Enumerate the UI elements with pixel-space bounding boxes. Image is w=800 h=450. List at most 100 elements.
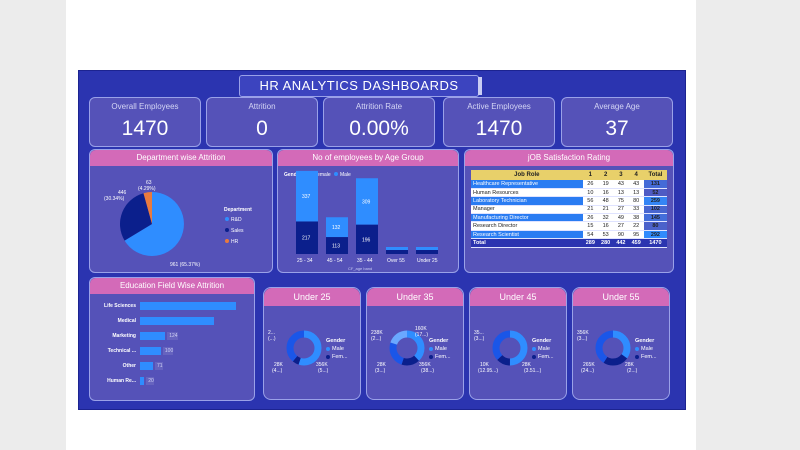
kpi-attrition[interactable]: Attrition 0: [206, 97, 318, 147]
donut-label: (...): [268, 336, 276, 342]
table-row[interactable]: Human Resources 10 16 13 13 52: [471, 188, 667, 198]
male-dot-icon: [532, 346, 536, 351]
education-bar: [140, 317, 214, 325]
table-row[interactable]: Laboratory Technician 56 48 75 80 259: [471, 196, 667, 206]
age-donut-card[interactable]: Under 55 356K (3...) 265K (24...) 28K (2...) Ge…: [572, 287, 670, 400]
table-header-cell[interactable]: 2: [597, 170, 614, 180]
card-title: Under 45: [470, 288, 566, 306]
rating-cell: 15: [582, 221, 598, 231]
bar-label-male-1: 132: [332, 225, 341, 231]
bar-label-male-0: 337: [302, 194, 311, 200]
table-row[interactable]: Research Director 15 16 27 22 80: [471, 221, 667, 231]
age-x-axis-label: CF_age band: [348, 266, 372, 271]
male-dot-icon: [326, 346, 330, 351]
education-value: 124: [167, 332, 178, 340]
bar-label-female-1: 113: [332, 244, 340, 250]
x-tick-label: 35 - 44: [357, 258, 373, 264]
male-dot-icon: [429, 346, 433, 351]
donut-label: (5...): [318, 368, 329, 374]
table-header-cell[interactable]: 1: [582, 170, 598, 180]
bar-male-2: [356, 178, 378, 225]
donut-legend: Gender Male Fem...: [429, 338, 451, 362]
legend-label: Male: [332, 346, 344, 352]
donut-label: (2...): [371, 336, 382, 342]
card-title: No of employees by Age Group: [278, 150, 458, 166]
kpi-label: Overall Employees: [111, 102, 179, 111]
age-group-bar-chart: Gender Female Male 217 337 25 - 34 113 132 45…: [284, 170, 438, 271]
pie-label-hr-count: 63: [146, 180, 152, 186]
donut-label: (24...): [581, 368, 595, 374]
education-label: Other: [122, 363, 136, 369]
donut-label: (12.95...): [478, 368, 499, 374]
education-bar: [140, 362, 153, 370]
age-group-card[interactable]: No of employees by Age Group Gender Fema…: [277, 149, 459, 273]
education-value: 100: [162, 347, 174, 355]
age-donut-chart: [492, 330, 528, 366]
table-header-cell[interactable]: 4: [628, 170, 644, 180]
x-tick-label: 25 - 34: [297, 258, 313, 264]
donut-label: (3.51...): [524, 368, 542, 374]
legend-label: Fem...: [538, 354, 554, 360]
card-title: Education Field Wise Attrition: [90, 278, 254, 294]
table-row[interactable]: Research Scientist 54 53 90 95 292: [471, 230, 667, 240]
donut-label: (4...): [272, 368, 283, 374]
donut-segment-2: [595, 330, 631, 366]
table-row[interactable]: Manager 21 21 27 33 102: [471, 205, 667, 215]
education-label: Technical ...: [107, 348, 136, 354]
rating-cell: 21: [597, 205, 614, 215]
table-row[interactable]: Healthcare Representative 26 19 43 43 131: [471, 180, 667, 189]
table-header-cell[interactable]: Job Role: [471, 170, 583, 180]
rating-cell: 102: [643, 205, 667, 215]
kpi-label: Attrition: [248, 102, 276, 111]
x-tick-label: Over 55: [387, 258, 405, 264]
legend-item-male: Male: [429, 346, 451, 352]
rating-cell: 27: [613, 205, 629, 215]
legend-label: Male: [641, 346, 653, 352]
dashboard-title-text: HR ANALYTICS DASHBOARDS: [259, 78, 459, 93]
education-field-card[interactable]: Education Field Wise Attrition Life Scie…: [89, 277, 255, 401]
bar-female-4: [416, 250, 438, 254]
legend-item-female: Fem...: [326, 354, 348, 360]
pie-label-sales-count: 446: [118, 190, 127, 196]
donut-legend: Gender Male Fem...: [326, 338, 348, 362]
age-donut-card[interactable]: Under 35 238K (2...) 28K (3...) 356K (38...) 16…: [366, 287, 464, 400]
kpi-value: 0.00%: [349, 117, 409, 140]
rating-cell: 38: [628, 213, 644, 223]
donut-label: 160K: [415, 326, 427, 332]
kpi-attrition-rate[interactable]: Attrition Rate 0.00%: [323, 97, 435, 147]
age-donut-card[interactable]: Under 45 35... (3...) 10K (12.95...) 28K (3.51…: [469, 287, 567, 400]
total-cell: 459: [628, 238, 644, 248]
card-title: jOB Satisfaction Rating: [465, 150, 673, 166]
bar-female-2: [356, 224, 378, 254]
title-resize-handle[interactable]: [478, 77, 482, 95]
x-tick-label: Under 25: [417, 258, 438, 264]
table-row[interactable]: Manufacturing Director 26 32 49 38 145: [471, 213, 667, 223]
total-cell: 442: [613, 238, 629, 248]
rating-cell: 131: [643, 180, 667, 189]
job-satisfaction-card[interactable]: jOB Satisfaction Rating Job Role 1 2 3 4 Tota…: [464, 149, 674, 273]
rating-cell: 43: [628, 180, 644, 189]
rating-cell: 80: [643, 221, 667, 231]
donut-legend-title: Gender: [635, 338, 655, 344]
rating-cell: 292: [643, 230, 667, 240]
department-attrition-card[interactable]: Department wise Attrition 63 (4.29%) 446…: [89, 149, 273, 273]
legend-label: Male: [538, 346, 550, 352]
kpi-average-age[interactable]: Average Age 37: [561, 97, 673, 147]
education-bar: [140, 302, 236, 310]
table-header-cell[interactable]: Total: [643, 170, 667, 180]
education-label: Medical: [117, 318, 136, 324]
table-header-cell[interactable]: 3: [613, 170, 629, 180]
job-role-cell: Healthcare Representative: [471, 180, 583, 189]
donut-segment-2: [286, 330, 322, 366]
bar-male-0: [296, 170, 318, 222]
bar-male-1: [326, 217, 348, 238]
education-bar-chart: Life Sciences Medical Marketing 124 Technica…: [90, 300, 254, 400]
kpi-overall-employees[interactable]: Overall Employees 1470: [89, 97, 201, 147]
legend-label: Male: [435, 346, 447, 352]
donut-legend-title: Gender: [532, 338, 552, 344]
donut-segment-2: [492, 330, 528, 366]
legend-label: Fem...: [332, 354, 348, 360]
kpi-active-employees[interactable]: Active Employees 1470: [443, 97, 555, 147]
x-tick-label: 45 - 54: [327, 258, 343, 264]
age-donut-card[interactable]: Under 25 2... (...) 28K (4...) 356K (5...) Gend…: [263, 287, 361, 400]
